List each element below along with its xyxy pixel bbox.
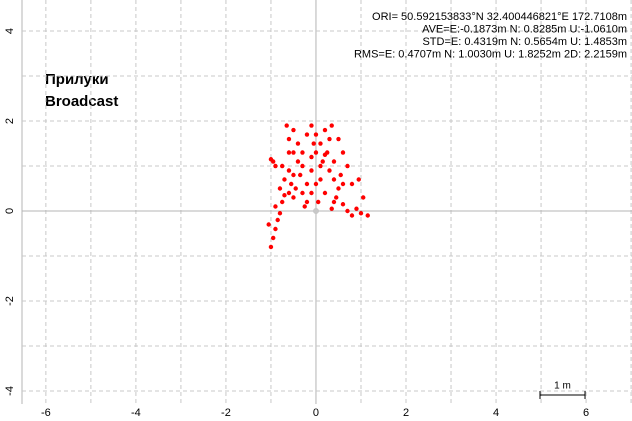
point [340,181,346,187]
point [331,177,337,182]
point [329,123,334,128]
point [309,168,314,173]
point [336,136,341,142]
point [273,163,278,169]
point [271,235,276,241]
point [345,163,350,169]
stats-text: RMS=E: 0.4707m N: 1.0030m U: 1.8252m 2D:… [354,48,627,60]
y-tick-label: 2 [4,118,16,124]
point [282,177,287,182]
stats-text: STD=E: 0.4319m N: 0.5654m U: 1.4853m [422,36,627,48]
point [336,186,341,191]
point [361,195,366,200]
y-tick-label: -2 [4,296,16,306]
point [300,150,305,155]
point [313,181,319,187]
point [322,127,328,133]
point [277,211,283,216]
point [266,222,271,227]
point [320,159,325,164]
point [295,159,301,164]
point [340,202,346,207]
origin-marker [311,206,320,215]
point [327,136,332,142]
point [331,159,337,164]
point [286,190,292,196]
y-tick-label: 4 [4,28,16,34]
point [349,213,355,218]
point [318,141,323,146]
point [309,154,314,160]
y-tick-label: 0 [4,208,16,214]
point [358,211,364,216]
point [298,172,303,178]
point [334,195,339,200]
point [300,163,305,169]
point [277,186,283,191]
x-tick-label: -4 [131,407,141,419]
y-tick-label: -4 [4,386,16,396]
point [338,172,343,178]
point [291,150,296,155]
stats-text: AVE=E:-0.1873m N: 0.8285m U:-1.0610m [422,23,627,35]
point [300,190,305,196]
point [309,190,314,196]
point [304,132,310,137]
point [354,206,359,211]
point [322,152,328,157]
point [311,141,316,146]
point [286,168,292,173]
scale-label: 1 m [554,381,571,392]
point [322,190,328,196]
point [356,177,361,182]
point [273,204,278,209]
x-tick-label: 4 [493,407,499,419]
stats-text: ORI= 50.592153833°N 32.400446821°E 172.7… [372,11,627,23]
point [284,123,289,128]
point [318,177,323,182]
x-tick-label: 0 [313,407,319,419]
point [286,136,292,142]
point [280,163,285,169]
point [275,217,280,223]
x-tick-label: -6 [41,407,51,419]
point [302,204,307,209]
x-tick-label: -2 [221,407,231,419]
point [309,123,314,128]
point [291,195,296,200]
point [273,226,278,232]
point [280,199,285,205]
point [313,132,319,137]
x-tick-label: 6 [583,407,589,419]
x-tick-label: 2 [403,407,409,419]
point [286,150,292,155]
point [268,157,274,162]
point [340,150,346,155]
point [316,199,321,205]
point [304,181,310,187]
point [304,199,310,205]
point [291,172,296,178]
chart-subtitle: Broadcast [45,93,118,110]
chart-title: Прилуки [45,71,109,88]
point [291,127,296,133]
point [329,206,334,211]
point [331,199,337,205]
point [349,181,355,187]
point [295,141,301,146]
point [327,168,332,173]
point [318,163,323,169]
point [313,150,319,155]
point [365,213,370,218]
point [268,244,274,250]
point [293,186,298,191]
point [345,208,350,214]
point [282,193,287,198]
point [289,181,294,187]
